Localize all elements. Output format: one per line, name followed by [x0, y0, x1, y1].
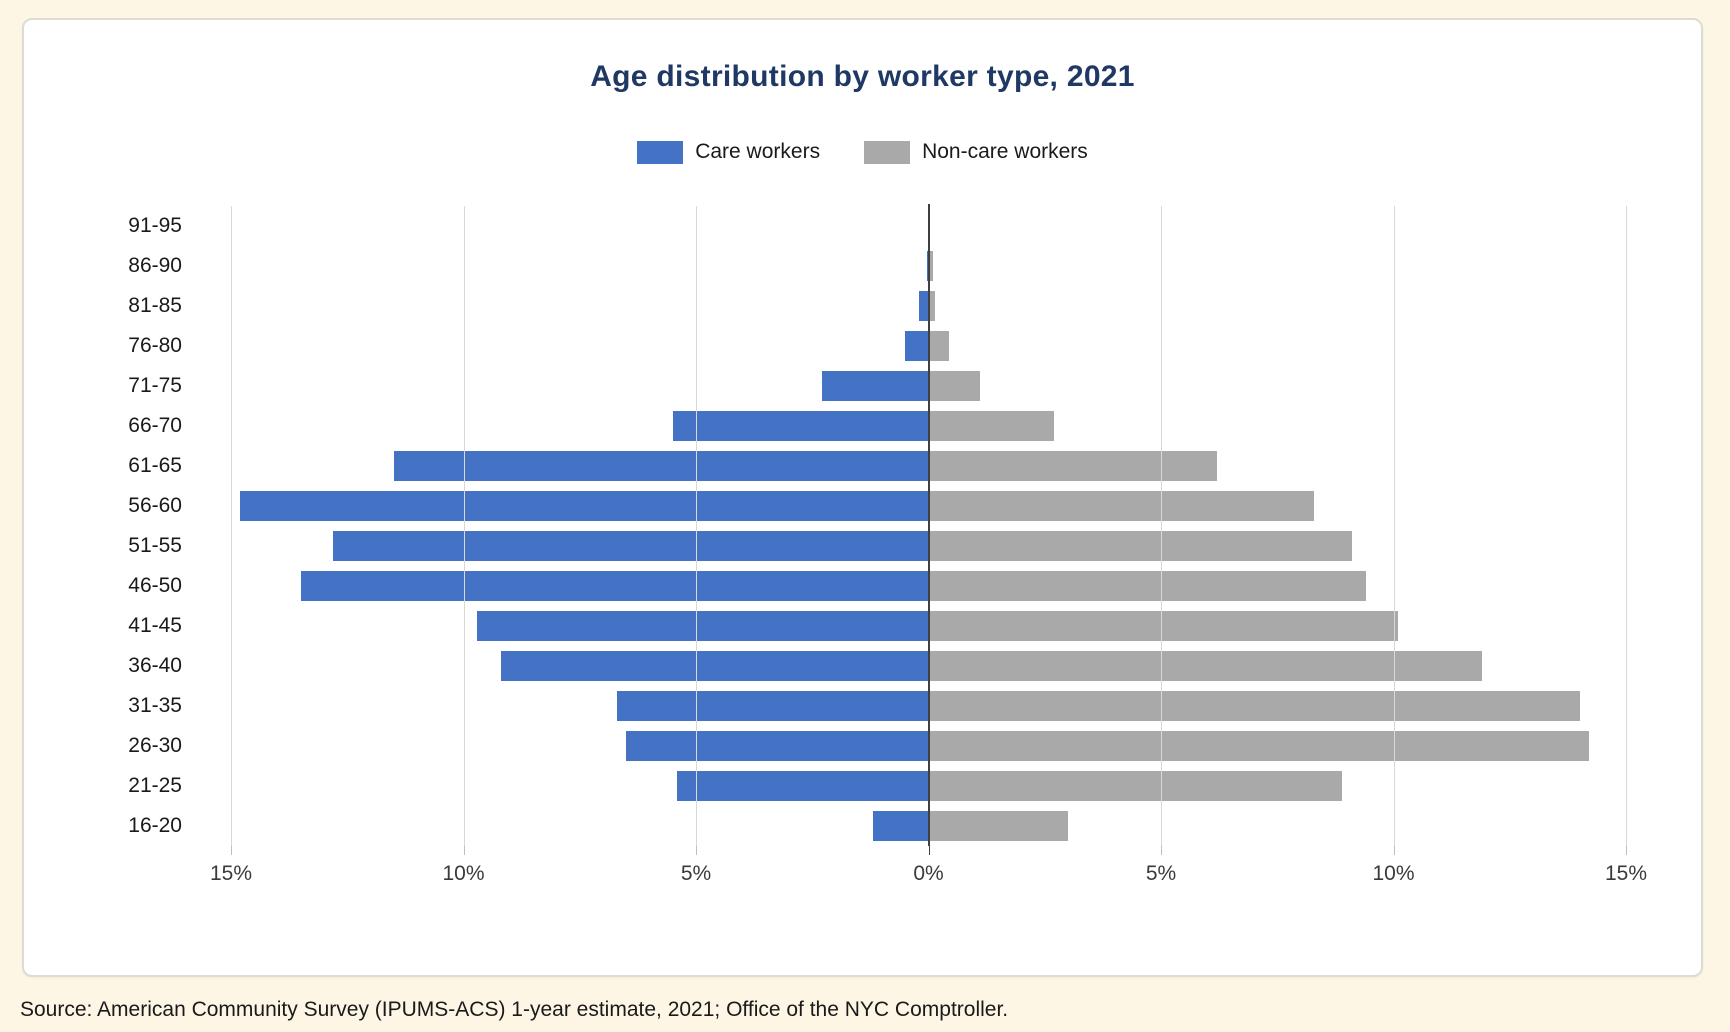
care-workers-bar: [300, 571, 929, 601]
non-care-workers-swatch-icon: [864, 140, 911, 164]
chart-card: Age distribution by worker type, 2021 Ca…: [22, 18, 1703, 977]
y-category-label: 41-45: [128, 614, 182, 637]
axis-tick: [696, 846, 697, 855]
x-axis-labels: 15% 10% 5% 0% 5% 10% 15%: [210, 862, 1647, 892]
legend-item-care-workers: Care workers: [637, 140, 820, 164]
non-care-workers-bar: [928, 331, 950, 361]
plot-area: [231, 204, 1627, 855]
care-workers-bar: [821, 371, 929, 401]
y-category-label: 91-95: [128, 214, 182, 237]
y-category-label: 51-55: [128, 534, 182, 557]
care-workers-swatch-icon: [637, 140, 684, 164]
non-care-workers-bar: [928, 811, 1068, 841]
non-care-workers-bar: [928, 371, 980, 401]
axis-tick: [463, 846, 465, 855]
care-workers-bar: [919, 291, 929, 321]
gridline: [231, 206, 232, 846]
non-care-workers-bar: [928, 411, 1055, 441]
non-care-workers-bar: [928, 251, 934, 281]
axis-tick: [1393, 846, 1395, 855]
y-category-label: 71-75: [128, 374, 182, 397]
x-tick-label: 0%: [913, 862, 944, 885]
pyramid-row-21-25: [231, 766, 1626, 806]
x-tick-label: 15%: [1604, 862, 1648, 885]
care-workers-bar: [500, 651, 929, 681]
non-care-workers-bar: [928, 771, 1343, 801]
axis-tick: [928, 846, 930, 855]
care-workers-bar: [477, 611, 929, 641]
non-care-workers-bar: [928, 691, 1580, 721]
non-care-workers-bar: [928, 451, 1217, 481]
non-care-workers-bar: [928, 731, 1589, 761]
pyramid-row-31-35: [231, 686, 1626, 726]
pyramid-row-26-30: [231, 726, 1626, 766]
gridline: [696, 206, 697, 846]
y-category-label: 36-40: [128, 654, 182, 677]
y-category-label: 76-80: [128, 334, 182, 357]
y-category-label: 66-70: [128, 414, 182, 437]
pyramid-row-36-40: [231, 646, 1626, 686]
gridline: [463, 206, 465, 846]
y-category-label: 61-65: [128, 454, 182, 477]
pyramid-row-66-70: [231, 406, 1626, 446]
pyramid-row-51-55: [231, 526, 1626, 566]
care-workers-bar: [905, 331, 929, 361]
care-workers-bar: [677, 771, 929, 801]
x-tick-label: 5%: [1145, 862, 1177, 885]
center-axis-line: [927, 204, 930, 846]
y-axis-labels: 91-95 86-90 81-85 76-80 71-75 66-70 61-65 56-60…: [24, 206, 216, 846]
non-care-workers-bar: [928, 291, 936, 321]
y-category-label: 86-90: [128, 254, 182, 277]
gridline: [1393, 206, 1395, 846]
y-category-label: 26-30: [128, 734, 182, 757]
non-care-workers-bar: [928, 571, 1366, 601]
pyramid-row-61-65: [231, 446, 1626, 486]
non-care-workers-bar: [928, 611, 1399, 641]
axis-tick: [1161, 846, 1162, 855]
care-workers-bar: [616, 691, 929, 721]
pyramid-row-41-45: [231, 606, 1626, 646]
gridline: [1161, 206, 1162, 846]
care-workers-bar: [672, 411, 929, 441]
y-category-label: 81-85: [128, 294, 182, 317]
pyramid-row-76-80: [231, 326, 1626, 366]
pyramid-row-81-85: [231, 286, 1626, 326]
care-workers-bar: [333, 531, 929, 561]
y-category-label: 21-25: [128, 774, 182, 797]
pyramid-row-56-60: [231, 486, 1626, 526]
care-workers-bar: [872, 811, 929, 841]
care-workers-bar: [240, 491, 929, 521]
legend-label: Non-care workers: [922, 140, 1088, 163]
x-tick-label: 10%: [1372, 862, 1415, 885]
pyramid-row-16-20: [231, 806, 1626, 846]
bar-rows: [231, 206, 1626, 846]
y-category-label: 56-60: [128, 494, 182, 517]
legend-label: Care workers: [695, 140, 821, 163]
y-category-label: 46-50: [128, 574, 182, 597]
axis-tick: [231, 846, 232, 855]
x-tick-label: 10%: [442, 862, 485, 885]
chart-title: Age distribution by worker type, 2021: [590, 60, 1135, 93]
x-tick-label: 15%: [209, 862, 253, 885]
non-care-workers-bar: [928, 491, 1315, 521]
source-note: Source: American Community Survey (IPUMS…: [20, 998, 1009, 1021]
care-workers-bar: [626, 731, 929, 761]
non-care-workers-bar: [928, 651, 1482, 681]
x-tick-label: 5%: [680, 862, 712, 885]
y-category-label: 16-20: [128, 814, 182, 837]
chart-legend: Care workers Non-care workers: [24, 140, 1701, 164]
gridline: [1626, 206, 1627, 846]
care-workers-bar: [393, 451, 929, 481]
pyramid-row-71-75: [231, 366, 1626, 406]
pyramid-row-46-50: [231, 566, 1626, 606]
y-category-label: 31-35: [128, 694, 182, 717]
legend-item-non-care-workers: Non-care workers: [864, 140, 1088, 164]
axis-tick: [1626, 846, 1627, 855]
non-care-workers-bar: [928, 531, 1352, 561]
